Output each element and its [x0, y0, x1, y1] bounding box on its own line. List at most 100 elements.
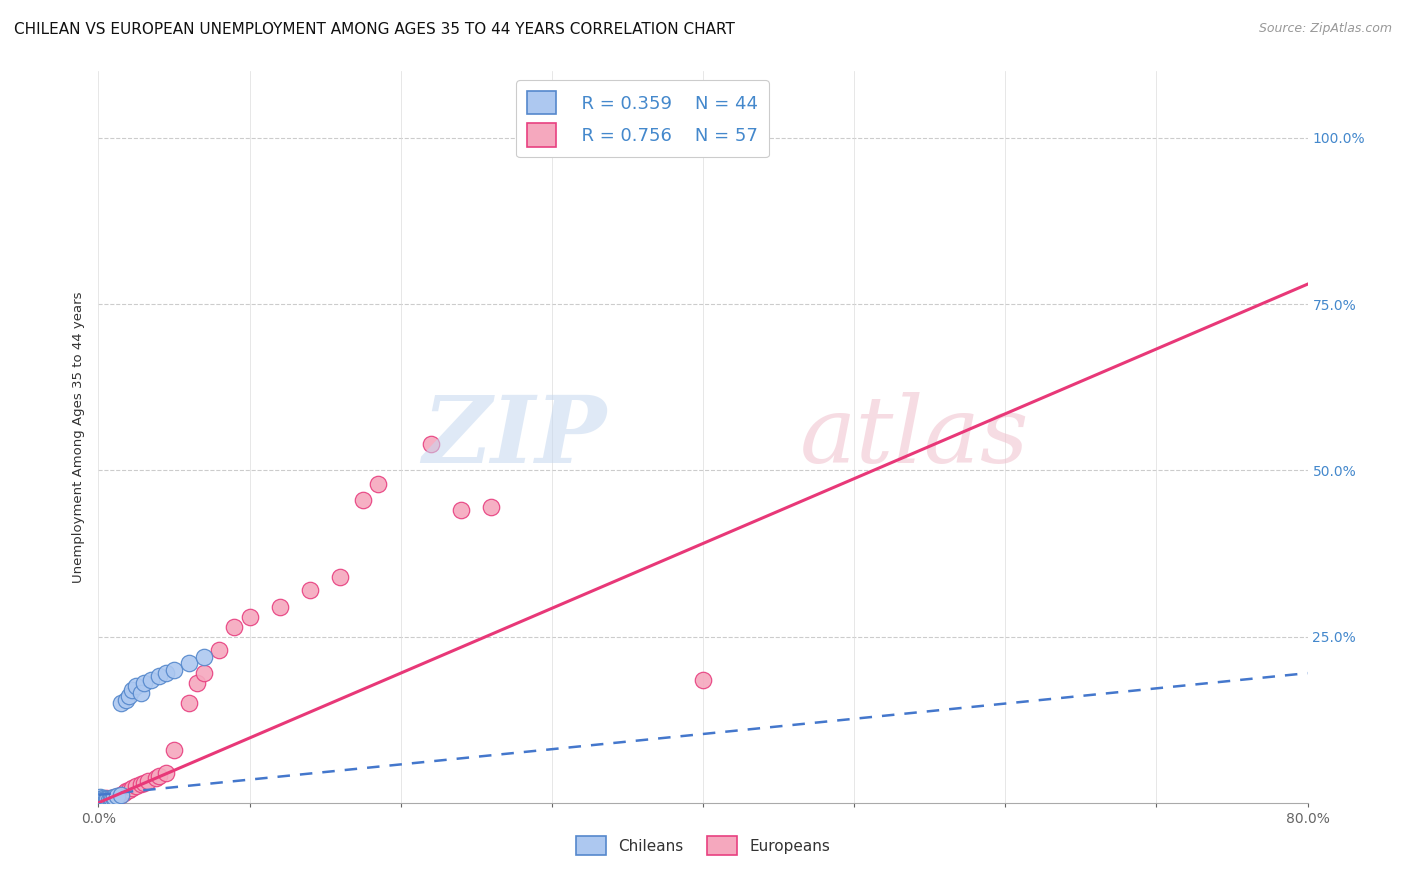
Text: Source: ZipAtlas.com: Source: ZipAtlas.com [1258, 22, 1392, 36]
Point [89, 795, 111, 809]
Point [87, 795, 110, 809]
Point [125, 680, 148, 694]
Point [89, 793, 111, 807]
Point [101, 792, 124, 806]
Point [87, 795, 110, 809]
Point [224, 619, 246, 633]
Point [93, 792, 115, 806]
Point [208, 643, 231, 657]
Point [110, 788, 132, 802]
Point [89, 792, 111, 806]
Point [155, 666, 177, 681]
Point [481, 500, 503, 514]
Point [105, 789, 128, 804]
Point [148, 669, 170, 683]
Point [114, 784, 136, 798]
Point [100, 794, 122, 808]
Point [367, 476, 389, 491]
Point [193, 666, 215, 681]
Text: ZIP: ZIP [422, 392, 606, 482]
Point [96, 794, 118, 808]
Point [107, 789, 129, 804]
Point [87, 795, 110, 809]
Point [89, 790, 111, 805]
Point [163, 663, 186, 677]
Point [89, 796, 111, 810]
Y-axis label: Unemployment Among Ages 35 to 44 years: Unemployment Among Ages 35 to 44 years [72, 292, 84, 582]
Point [94, 791, 117, 805]
Point [193, 649, 215, 664]
Point [90, 793, 112, 807]
Point [91, 793, 114, 807]
Point [96, 792, 118, 806]
Point [103, 792, 125, 806]
Point [299, 582, 322, 597]
Point [132, 776, 155, 790]
Point [96, 792, 118, 806]
Point [98, 794, 121, 808]
Point [136, 773, 159, 788]
Point [93, 792, 115, 806]
Text: atlas: atlas [800, 392, 1029, 482]
Point [129, 777, 152, 791]
Point [186, 676, 208, 690]
Point [98, 793, 121, 807]
Point [89, 795, 111, 809]
Point [100, 791, 122, 805]
Point [118, 782, 141, 797]
Point [103, 790, 125, 805]
Point [125, 779, 148, 793]
Point [329, 570, 352, 584]
Point [96, 794, 118, 808]
Point [163, 742, 186, 756]
Point [89, 795, 111, 809]
Point [100, 793, 122, 807]
Point [132, 676, 155, 690]
Point [87, 796, 110, 810]
Legend: Chileans, Europeans: Chileans, Europeans [569, 830, 837, 861]
Point [91, 792, 114, 806]
Point [91, 794, 114, 808]
Point [239, 609, 262, 624]
Point [105, 789, 128, 804]
Point [179, 696, 201, 710]
Point [93, 795, 115, 809]
Point [89, 794, 111, 808]
Point [89, 794, 111, 808]
Point [90, 795, 112, 809]
Point [87, 796, 110, 810]
Point [114, 692, 136, 706]
Point [91, 795, 114, 809]
Point [93, 793, 115, 807]
Point [94, 795, 117, 809]
Point [141, 673, 163, 687]
Point [450, 503, 472, 517]
Point [94, 793, 117, 807]
Point [90, 794, 112, 808]
Point [104, 790, 127, 805]
Point [110, 788, 132, 802]
Point [121, 781, 143, 796]
Point [110, 696, 132, 710]
Point [90, 792, 112, 806]
Point [91, 795, 114, 809]
Point [155, 765, 177, 780]
Point [148, 769, 170, 783]
Point [94, 792, 117, 806]
Point [179, 656, 201, 670]
Point [94, 795, 117, 809]
Point [90, 795, 112, 809]
Point [93, 795, 115, 809]
Point [118, 690, 141, 704]
Point [98, 792, 121, 806]
Point [101, 792, 124, 806]
Point [269, 599, 291, 614]
Point [352, 493, 374, 508]
Point [129, 686, 152, 700]
Point [420, 436, 443, 450]
Point [121, 682, 143, 697]
Point [91, 792, 114, 806]
Point [90, 795, 112, 809]
Point [91, 791, 114, 805]
Point [100, 791, 122, 805]
